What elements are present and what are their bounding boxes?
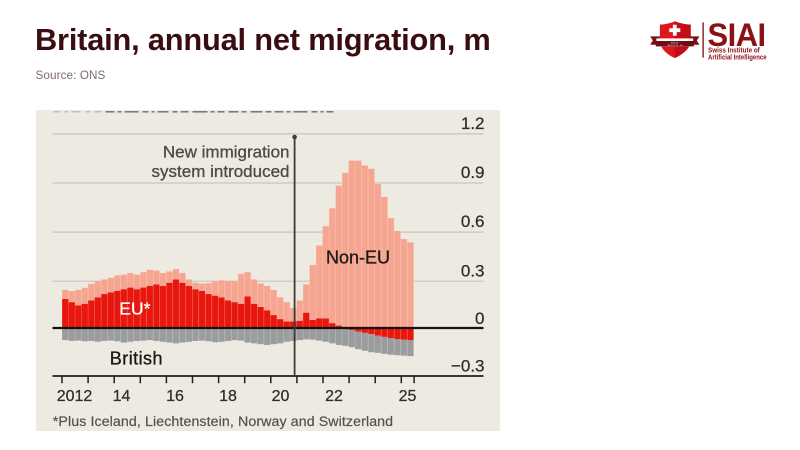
svg-text:22: 22 [325,388,343,405]
svg-text:0.3: 0.3 [460,261,484,280]
svg-text:British: British [109,348,162,368]
svg-text:*Plus Iceland, Liechtenstein,: *Plus Iceland, Liechtenstein, Norway and… [52,414,392,430]
svg-text:INSTITUTE · AI: INSTITUTE · AI [667,44,683,47]
svg-text:Swiss Institute of: Swiss Institute of [708,47,760,55]
svg-text:SWISS: SWISS [671,43,679,45]
svg-text:system introduced: system introduced [151,162,289,181]
svg-text:New immigration: New immigration [162,142,289,161]
svg-text:25: 25 [398,388,416,405]
svg-text:0.9: 0.9 [460,163,484,182]
svg-text:1.2: 1.2 [460,114,484,133]
svg-text:2012: 2012 [56,388,92,405]
svg-text:16: 16 [166,388,184,405]
svg-text:−0.3: −0.3 [450,356,484,375]
svg-text:Non-EU: Non-EU [326,247,390,267]
svg-text:18: 18 [219,388,237,405]
svg-text:20: 20 [271,388,289,405]
svg-text:14: 14 [112,388,130,405]
svg-text:0: 0 [475,309,484,328]
svg-text:SIAI: SIAI [708,16,766,53]
svg-text:Artificial Intelligence: Artificial Intelligence [708,54,767,62]
svg-text:0.6: 0.6 [460,212,484,231]
svg-text:EU*: EU* [119,298,150,318]
